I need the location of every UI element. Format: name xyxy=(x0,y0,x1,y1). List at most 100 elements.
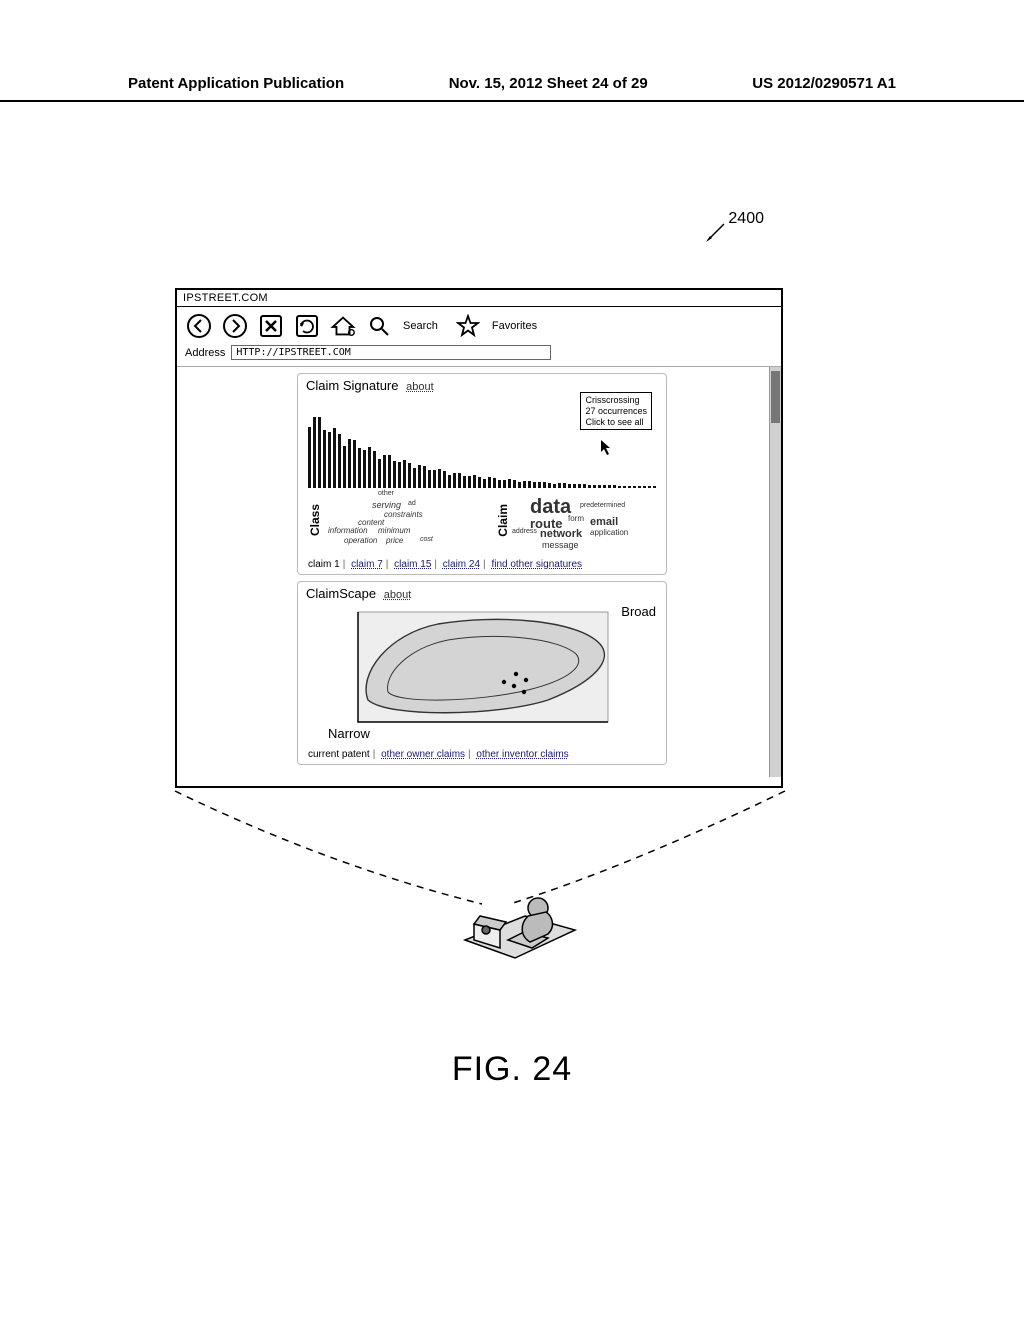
signature-bar[interactable] xyxy=(443,471,446,488)
wc-word[interactable]: network xyxy=(540,528,582,540)
signature-bar[interactable] xyxy=(318,417,321,488)
wc-word[interactable]: form xyxy=(568,514,584,523)
signature-bar[interactable] xyxy=(408,463,411,488)
signature-bar[interactable] xyxy=(403,460,406,488)
signature-bar[interactable] xyxy=(588,485,591,488)
claim-link-24[interactable]: claim 24 xyxy=(443,559,480,570)
signature-bar[interactable] xyxy=(338,434,341,488)
claim-link-7[interactable]: claim 7 xyxy=(351,559,383,570)
other-owner-claims-link[interactable]: other owner claims xyxy=(381,749,465,760)
favorites-icon[interactable] xyxy=(454,313,482,339)
about-link-signature[interactable]: about xyxy=(406,381,434,393)
signature-bar[interactable] xyxy=(438,469,441,488)
signature-bar[interactable] xyxy=(363,450,366,488)
signature-bar[interactable] xyxy=(413,468,416,488)
signature-bar[interactable] xyxy=(503,480,506,488)
signature-bar[interactable] xyxy=(383,455,386,488)
find-signatures-link[interactable]: find other signatures xyxy=(491,559,582,570)
signature-bar[interactable] xyxy=(428,470,431,488)
signature-bar[interactable] xyxy=(343,446,346,488)
signature-bar[interactable] xyxy=(648,486,651,488)
signature-bar[interactable] xyxy=(448,475,451,488)
scrollbar[interactable] xyxy=(769,367,781,777)
signature-bar[interactable] xyxy=(498,480,501,488)
signature-bar[interactable] xyxy=(493,478,496,488)
wc-word[interactable]: minimum xyxy=(378,526,410,535)
signature-bar[interactable] xyxy=(483,479,486,488)
signature-bar[interactable] xyxy=(548,483,551,488)
stop-button[interactable] xyxy=(257,313,285,339)
signature-bar[interactable] xyxy=(328,432,331,488)
signature-bar[interactable] xyxy=(488,477,491,488)
other-inventor-claims-link[interactable]: other inventor claims xyxy=(476,749,568,760)
signature-bar[interactable] xyxy=(633,486,636,488)
wc-word[interactable]: information xyxy=(328,526,368,535)
signature-bar[interactable] xyxy=(543,482,546,488)
signature-bar[interactable] xyxy=(398,462,401,488)
home-button[interactable] xyxy=(329,313,357,339)
signature-bar[interactable] xyxy=(583,484,586,488)
signature-bar[interactable] xyxy=(528,481,531,488)
signature-bar[interactable] xyxy=(598,485,601,488)
wc-word[interactable]: application xyxy=(590,528,628,537)
signature-bar[interactable] xyxy=(468,476,471,488)
wc-word[interactable]: constraints xyxy=(384,510,423,519)
signature-bar[interactable] xyxy=(308,427,311,488)
wc-word[interactable]: message xyxy=(542,540,579,550)
signature-bar[interactable] xyxy=(573,484,576,488)
claim-link-1[interactable]: claim 1 xyxy=(308,559,340,570)
signature-bar[interactable] xyxy=(473,475,476,488)
wc-word[interactable]: address xyxy=(512,528,537,535)
forward-button[interactable] xyxy=(221,313,249,339)
wc-word[interactable]: price xyxy=(386,536,403,545)
signature-bar[interactable] xyxy=(638,486,641,488)
signature-bar[interactable] xyxy=(353,440,356,488)
address-field[interactable]: HTTP://IPSTREET.COM xyxy=(231,345,551,360)
signature-bar[interactable] xyxy=(568,484,571,488)
signature-bar[interactable] xyxy=(558,483,561,488)
wc-word[interactable]: email xyxy=(590,516,618,528)
signature-bar[interactable] xyxy=(613,485,616,488)
signature-bar[interactable] xyxy=(618,486,621,488)
signature-bar[interactable] xyxy=(653,486,656,488)
refresh-button[interactable] xyxy=(293,313,321,339)
signature-bar[interactable] xyxy=(388,455,391,488)
claimscape-chart[interactable] xyxy=(318,604,638,732)
wc-word[interactable]: operation xyxy=(344,536,377,545)
wc-word[interactable]: other xyxy=(378,490,394,497)
signature-bar[interactable] xyxy=(518,482,521,488)
signature-bar[interactable] xyxy=(538,482,541,488)
signature-bar[interactable] xyxy=(478,477,481,488)
signature-bar[interactable] xyxy=(508,479,511,488)
signature-bar[interactable] xyxy=(433,470,436,488)
signature-bar[interactable] xyxy=(523,481,526,488)
signature-bar[interactable] xyxy=(378,459,381,488)
wc-word[interactable]: ad xyxy=(408,500,416,507)
signature-bar[interactable] xyxy=(418,465,421,488)
signature-bar[interactable] xyxy=(578,484,581,488)
scrollbar-thumb[interactable] xyxy=(771,371,780,423)
signature-bar[interactable] xyxy=(628,486,631,488)
about-link-scape[interactable]: about xyxy=(384,589,412,601)
signature-bar[interactable] xyxy=(333,428,336,488)
signature-bar[interactable] xyxy=(563,483,566,488)
wc-word[interactable]: predetermined xyxy=(580,502,625,509)
signature-bar[interactable] xyxy=(533,482,536,488)
signature-bar[interactable] xyxy=(458,473,461,488)
signature-bar[interactable] xyxy=(348,439,351,488)
wc-word[interactable]: serving xyxy=(372,500,401,510)
signature-bar[interactable] xyxy=(373,451,376,488)
signature-bar[interactable] xyxy=(603,485,606,488)
signature-bar[interactable] xyxy=(323,430,326,488)
search-icon[interactable] xyxy=(365,313,393,339)
wc-word[interactable]: cost xyxy=(420,536,433,543)
signature-bar[interactable] xyxy=(358,448,361,488)
claim-link-15[interactable]: claim 15 xyxy=(394,559,431,570)
signature-bar[interactable] xyxy=(608,485,611,488)
back-button[interactable] xyxy=(185,313,213,339)
signature-bar[interactable] xyxy=(513,480,516,488)
signature-bar[interactable] xyxy=(553,484,556,488)
signature-bar[interactable] xyxy=(313,417,316,488)
signature-bar[interactable] xyxy=(393,461,396,488)
signature-bar[interactable] xyxy=(463,476,466,488)
